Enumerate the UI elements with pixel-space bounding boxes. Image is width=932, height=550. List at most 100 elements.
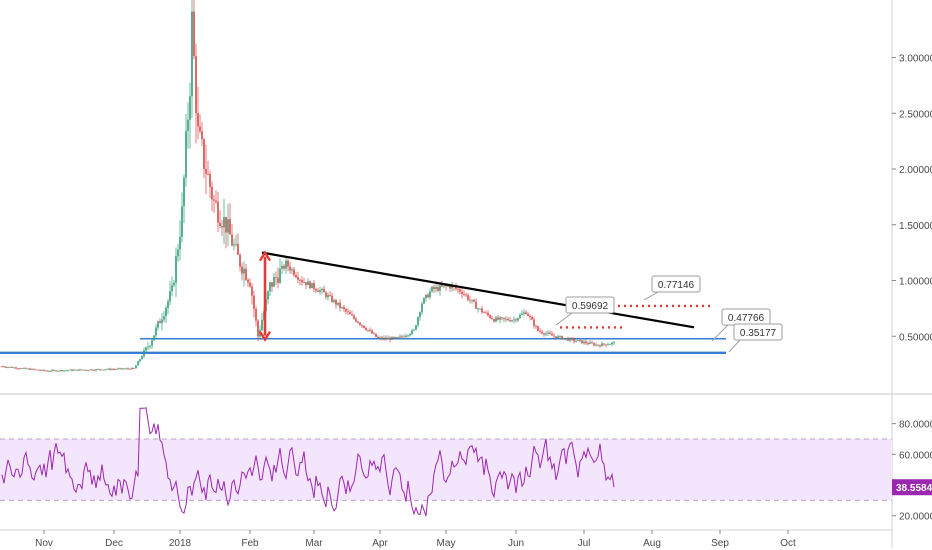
trendline-layer[interactable] (261, 251, 695, 329)
candle-body (85, 369, 87, 371)
time-tick-label: Nov (35, 538, 53, 549)
candle-body (1, 366, 3, 368)
candle-body (455, 286, 457, 289)
candle-body (447, 286, 449, 287)
candle-body (193, 11, 195, 57)
candle-body (91, 369, 93, 371)
candle-body (275, 276, 277, 278)
candle-body (379, 337, 381, 339)
candle-body (191, 11, 193, 97)
candle-body (339, 302, 341, 308)
candle-body (225, 216, 227, 233)
callout-lower-dotted-pointer (555, 312, 573, 326)
candle-body (361, 324, 363, 326)
candle-body (157, 321, 159, 328)
candle-body (283, 265, 285, 269)
candle-body (581, 340, 583, 344)
candle-body (303, 282, 305, 284)
candle-body (241, 266, 243, 274)
candle-body (227, 219, 229, 233)
candle-body (205, 168, 207, 174)
rsi-band (0, 438, 892, 501)
candle-body (295, 275, 297, 278)
candle-body (573, 338, 575, 342)
candle-body (579, 340, 581, 341)
candle-body (197, 113, 199, 127)
rsi-axis[interactable]: 80.0000 60.0000 20.0000 (892, 420, 932, 523)
candle-body (345, 309, 347, 312)
candle-body (231, 234, 233, 246)
price-axis[interactable]: 3.00000 2.50000 2.00000 1.50000 1.00000 0.500… (892, 54, 932, 344)
candle-body (293, 269, 295, 276)
candle-body (277, 277, 279, 283)
candle-body (27, 368, 29, 370)
candle-body (99, 369, 101, 371)
candle-body (309, 281, 311, 289)
candle-body (13, 367, 15, 369)
callout-lower-dotted-box (565, 296, 615, 314)
candle-body (65, 370, 67, 372)
candle-body (521, 313, 523, 315)
time-axis[interactable]: Nov Dec 2018 Feb Mar Apr May Jun Jul Aug Sep Oct (35, 530, 796, 549)
candle-body (17, 368, 19, 370)
candle-body (131, 367, 133, 370)
candle-body (413, 329, 415, 331)
candle-body (111, 369, 113, 370)
candle-body (341, 307, 343, 308)
candle-body (261, 319, 263, 331)
candle-body (229, 219, 231, 235)
candle-body (563, 338, 565, 340)
candle-body (369, 330, 371, 331)
dotted-level-layer[interactable] (560, 304, 714, 329)
candle-body (509, 320, 511, 322)
rsi-badge-value: 38.5584 (896, 483, 932, 494)
candle-body (331, 295, 333, 302)
candle-body (183, 177, 185, 207)
candle-body (535, 325, 537, 327)
time-tick-label: Jul (578, 538, 591, 549)
candle-body (63, 370, 65, 372)
time-tick-label: Sep (711, 538, 729, 549)
candle-body (411, 330, 413, 334)
candle-body (159, 321, 161, 324)
candle-body (253, 295, 255, 309)
candle-body (103, 369, 105, 371)
candle-body (405, 335, 407, 337)
measure-arrow[interactable] (258, 250, 272, 342)
candle-body (7, 367, 9, 368)
candle-body (189, 96, 191, 120)
candle-body (133, 367, 135, 369)
candle-body (59, 370, 61, 371)
candle-body (237, 243, 239, 255)
candle-body (223, 216, 225, 228)
candle-body (43, 369, 45, 371)
candle-body (203, 139, 205, 169)
candle-body (445, 285, 447, 287)
candle-body (539, 330, 541, 332)
candle-body (167, 301, 169, 308)
candle-body (357, 321, 359, 323)
candle-body (561, 335, 563, 340)
candle-body (589, 342, 591, 344)
candle-body (575, 341, 577, 342)
candle-body (29, 368, 31, 370)
candle-body (289, 266, 291, 271)
candle-body (541, 331, 543, 334)
candle-body (335, 300, 337, 305)
candlesticks[interactable] (1, 0, 615, 373)
candle-body (475, 301, 477, 309)
candle-body (567, 338, 569, 341)
candle-body (109, 368, 111, 370)
rsi-line-layer (1, 407, 615, 517)
candle-body (537, 326, 539, 331)
candle-body (577, 340, 579, 342)
candle-body (351, 314, 353, 316)
candle-body (269, 282, 271, 292)
candle-body (583, 341, 585, 344)
rsi-line (1, 407, 615, 517)
support-lines[interactable] (0, 338, 726, 354)
candle-body (611, 342, 613, 345)
candle-body (153, 335, 155, 341)
candle-body (315, 288, 317, 291)
